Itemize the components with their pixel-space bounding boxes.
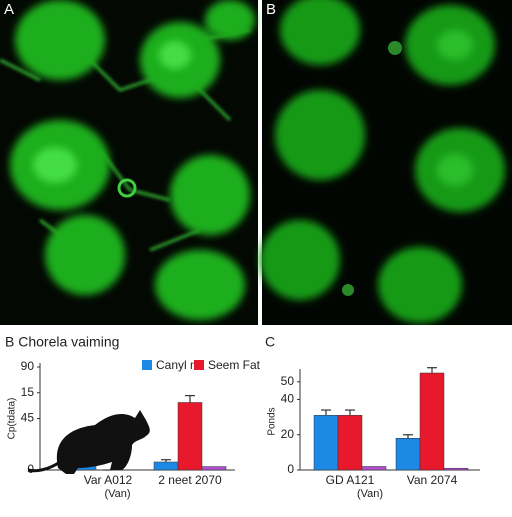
micrograph-b: B: [260, 0, 512, 325]
mouse-silhouette: [56, 410, 150, 474]
bar: [177, 402, 203, 471]
y-tick-label: 50: [281, 374, 295, 388]
legend-label: Canyl m: [156, 358, 200, 372]
bar: [361, 466, 387, 471]
x-axis-label: (Van): [357, 488, 383, 500]
y-axis-label: Ponds: [267, 407, 278, 435]
y-axis-label: Cp(tdata): [7, 398, 18, 440]
x-tick-label: GD A121: [326, 473, 375, 487]
error-bar: [161, 459, 171, 462]
bar: [153, 461, 179, 471]
bar: [419, 372, 445, 471]
y-tick-label: 40: [281, 392, 295, 406]
micrograph-a: A: [0, 0, 258, 325]
bar: [313, 415, 339, 471]
legend-swatch: [194, 360, 204, 370]
y-tick-label: 90: [21, 359, 35, 373]
y-tick-label: 20: [281, 427, 295, 441]
panel-label: A: [4, 1, 14, 18]
error-bar: [321, 409, 331, 416]
bar: [443, 467, 469, 471]
x-axis-label: (Van): [104, 488, 130, 500]
bar: [395, 438, 421, 471]
y-tick-label: 0: [287, 462, 294, 476]
error-bar: [345, 409, 355, 416]
legend-swatch: [142, 360, 152, 370]
error-bar: [403, 434, 413, 439]
y-tick-label: 45: [21, 411, 35, 425]
chart-title: B Chorela vaiming: [5, 334, 119, 350]
mouse-tail: [27, 460, 61, 473]
x-tick-label: Van 2074: [407, 473, 458, 487]
bar: [337, 415, 363, 471]
panel-label: B: [266, 1, 276, 18]
y-tick-label: 15: [21, 385, 35, 399]
legend-label: Seem Fat: [208, 358, 261, 372]
error-bar: [427, 367, 437, 373]
chart-title: C: [265, 334, 275, 350]
error-bar: [185, 395, 195, 403]
x-tick-label: Var A012: [84, 473, 133, 487]
bar: [201, 466, 227, 471]
x-tick-label: 2 neet 2070: [158, 473, 222, 487]
